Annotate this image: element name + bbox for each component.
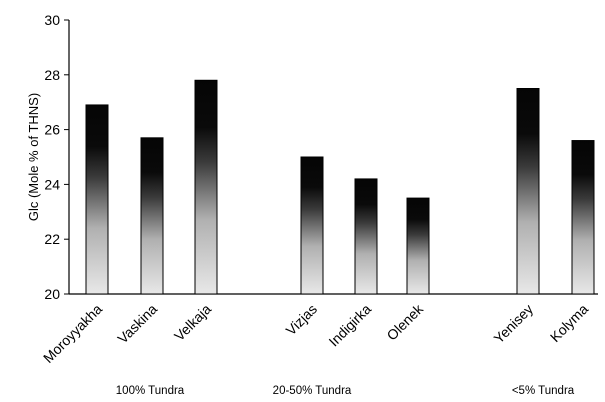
bar: [194, 79, 218, 295]
y-axis-title: Glc (Mole % of THNS): [26, 93, 41, 221]
bar: [85, 104, 109, 295]
bar: [406, 197, 430, 295]
bar: [516, 88, 540, 295]
y-tick-label: 28: [44, 67, 60, 83]
group-label: 20-50% Tundra: [273, 385, 352, 397]
bar: [354, 178, 378, 295]
x-tick-label: Vizjas: [283, 301, 321, 339]
x-tick-label: Kolyma: [547, 301, 591, 345]
y-tick-label: 26: [44, 122, 60, 138]
y-tick-label: 22: [44, 231, 60, 247]
group-label: 100% Tundra: [116, 385, 185, 397]
plot-area: 20 22 24 26 28 30 Moroyyakha Vaskina Velkaja Vizj…: [40, 12, 598, 397]
y-tick-label: 20: [44, 286, 60, 302]
bar: [300, 156, 324, 295]
x-tick-label: Moroyyakha: [40, 301, 105, 366]
x-tick-label: Olenek: [383, 300, 426, 343]
y-tick-label: 30: [44, 12, 60, 28]
x-tick-label: Velkaja: [171, 301, 214, 344]
y-tick-label: 24: [44, 176, 60, 192]
bar: [571, 140, 595, 295]
x-tick-label: Vaskina: [114, 301, 160, 347]
bar: [140, 137, 164, 295]
x-tick-label: Yenisey: [490, 301, 536, 347]
group-label: <5% Tundra: [512, 385, 575, 397]
x-tick-label: Indigirka: [325, 301, 374, 350]
